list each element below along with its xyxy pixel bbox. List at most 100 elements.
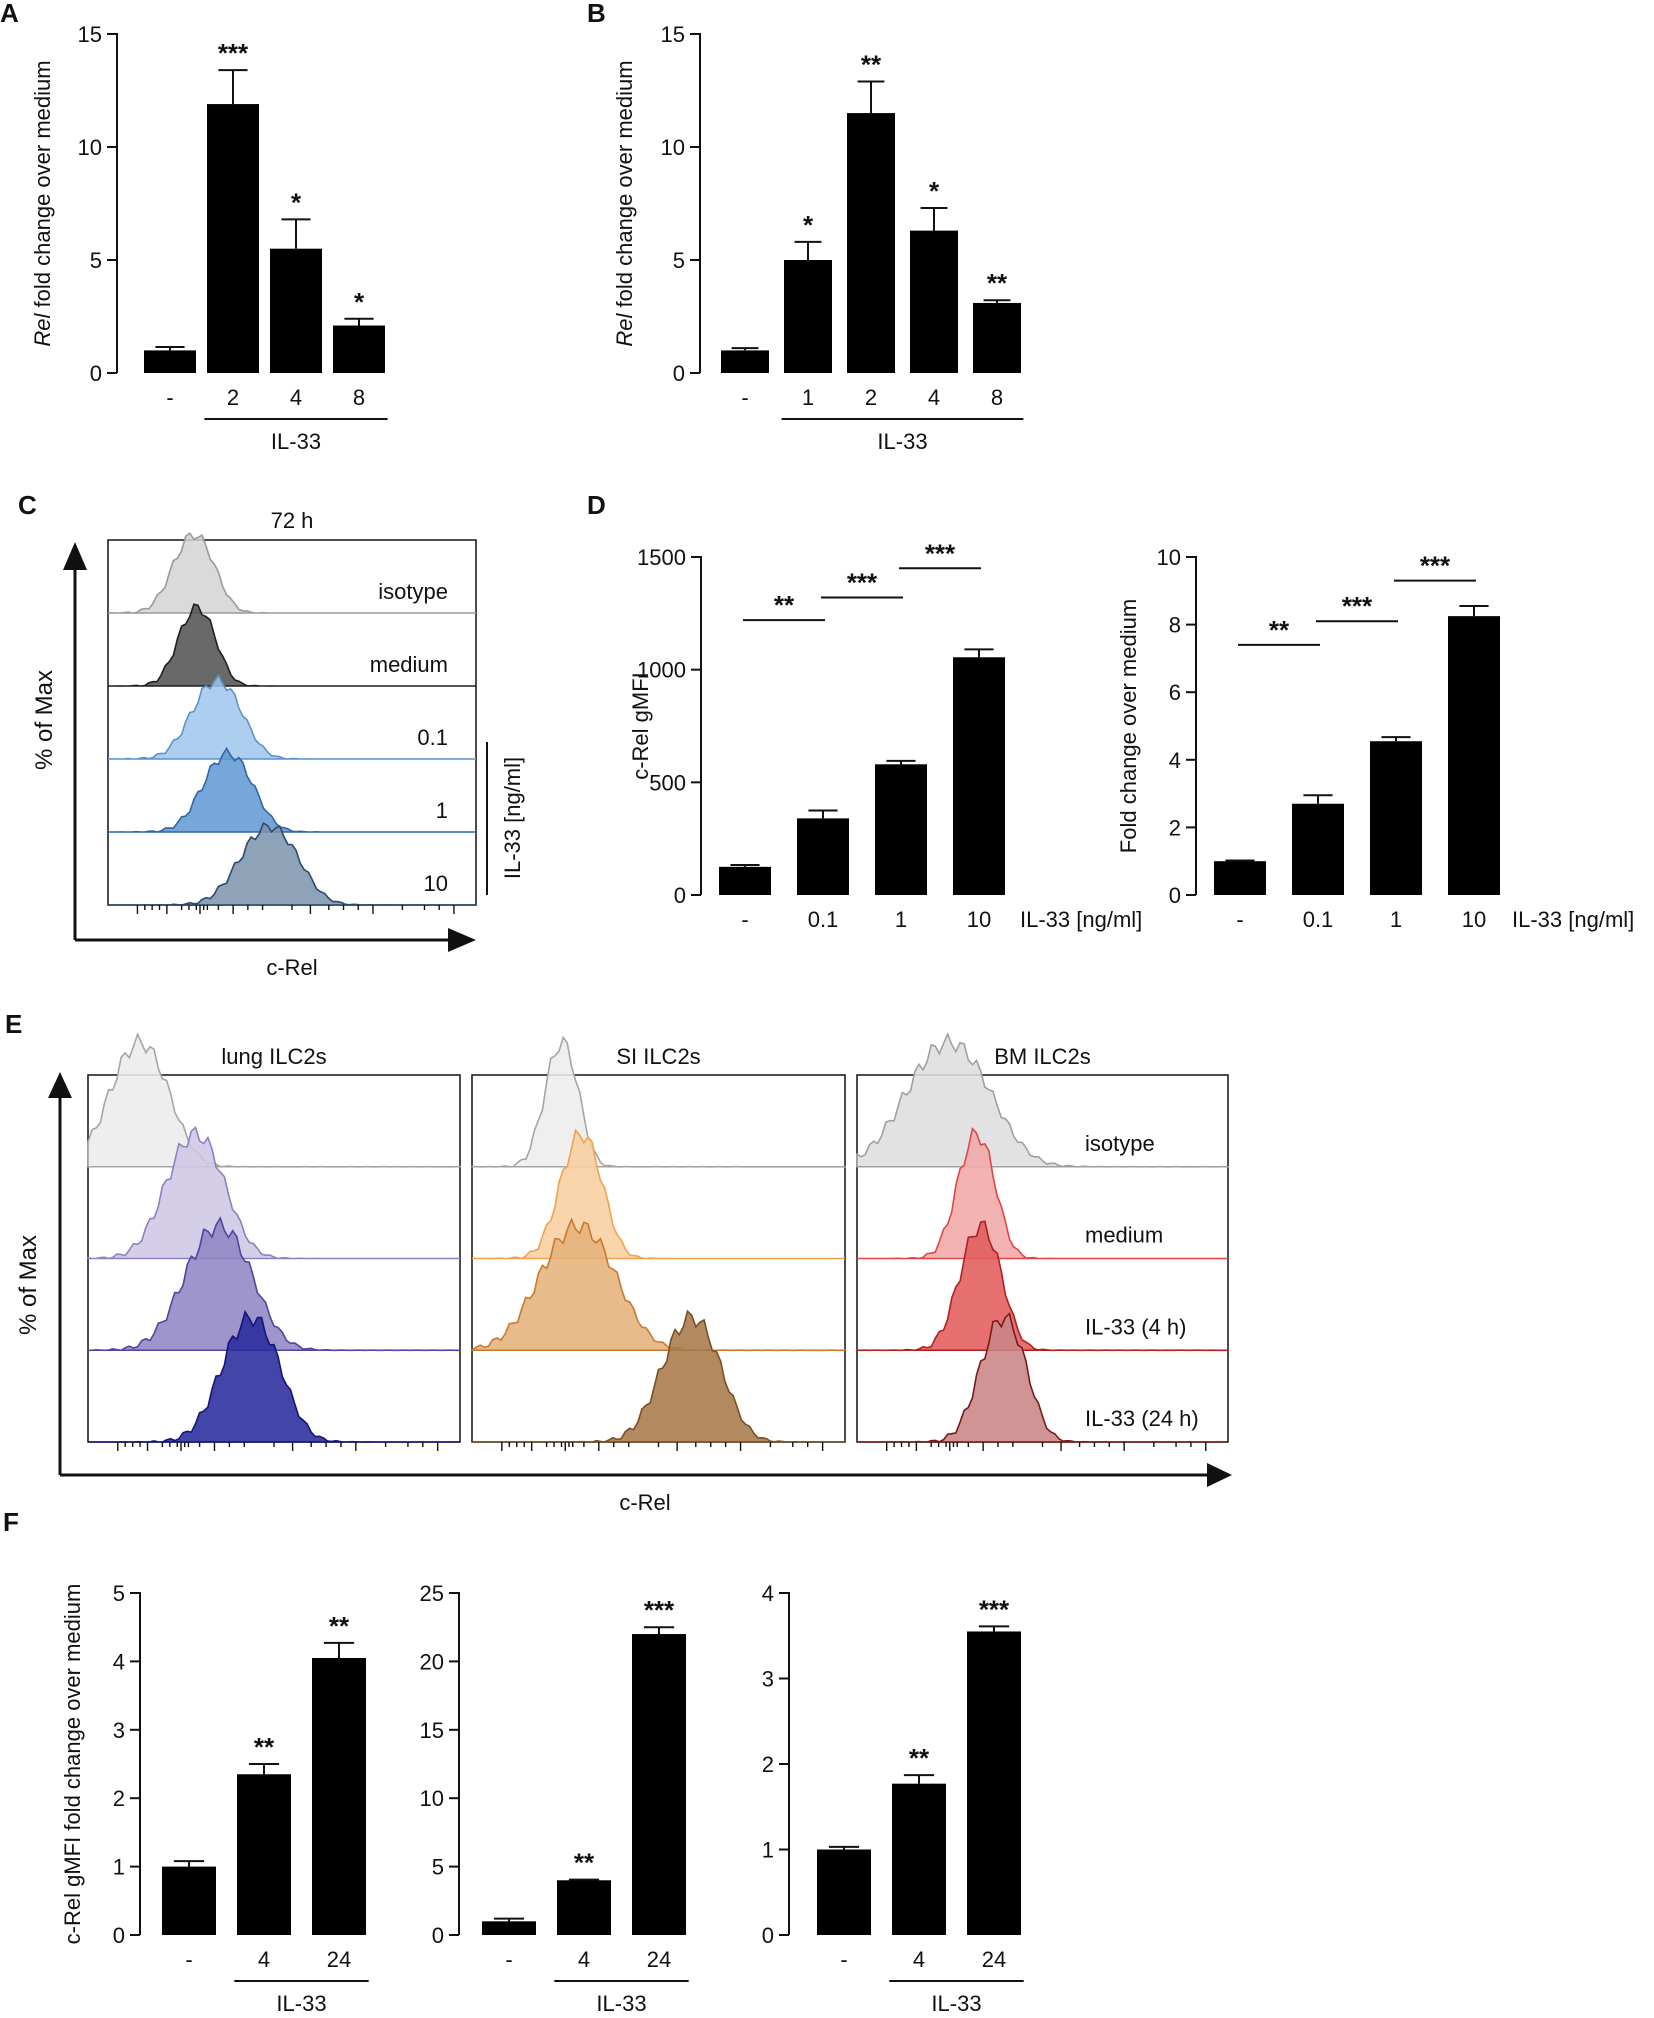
bar [207,104,259,373]
x-tick-label: 2 [865,385,877,410]
chart-c: C 72 h % of Max c-Rel isotype medium 0.1 1 10 IL-… [18,490,525,980]
y-tick-label: 1 [113,1855,125,1880]
group-label: IL-33 [271,429,321,454]
x-tick-label: 24 [327,1947,351,1972]
panel-label: B [587,0,606,28]
bar [817,1849,871,1935]
x-tick-label: 0.1 [1303,907,1334,932]
bar [973,302,1021,373]
y-axis-label: % of Max [15,1235,42,1335]
y-tick-label: 5 [432,1855,444,1880]
x-tick-label: 4 [578,1947,590,1972]
track-label: isotype [378,579,448,604]
histogram-trace [87,1032,461,1168]
bar [892,1783,946,1935]
y-tick-label: 2 [113,1786,125,1811]
significance-label: *** [847,568,878,598]
y-tick-label: 3 [113,1718,125,1743]
histogram-trace [471,1035,846,1168]
histogram-trace [107,532,476,614]
significance-label: ** [574,1848,595,1878]
bar [1370,741,1422,895]
group-label: IL-33 [877,429,927,454]
x-tick-label: 4 [913,1947,925,1972]
y-axis-label-rest: fold change over medium [30,60,55,313]
histogram-trace [471,1217,846,1352]
x-tick-label: - [166,385,173,410]
y-tick-label: 5 [673,248,685,273]
x-tick-label: - [185,1947,192,1972]
y-axis-label: c-Rel gMFI fold change over medium [60,1584,85,1945]
track-label: isotype [1085,1131,1155,1156]
x-tick-label: 4 [258,1947,270,1972]
y-tick-label: 500 [649,770,686,795]
significance-label: * [291,187,302,217]
x-tick-label: - [840,1947,847,1972]
histogram-trace [857,1312,1228,1443]
bar [482,1921,536,1935]
y-tick-label: 4 [1169,748,1181,773]
bar [1292,803,1344,895]
histogram-trace [856,1032,1229,1168]
y-tick-label: 10 [420,1786,444,1811]
y-axis-label: Rel fold change over medium [612,60,637,346]
chart-d1: 0 500 1000 1500 c-Rel gMFI - 0.1 1 10 IL-33 [ng/m… [587,490,1142,932]
y-tick-label: 0 [1169,883,1181,908]
track-label: IL-33 (4 h) [1085,1314,1187,1339]
group-label: IL-33 [276,1991,326,2016]
y-tick-label: 3 [762,1667,774,1692]
significance-label: *** [644,1595,675,1625]
panel-label: C [18,490,37,520]
y-tick-label: 20 [420,1649,444,1674]
histogram-title: SI ILC2s [616,1044,700,1069]
significance-label: * [929,176,940,206]
significance-label: *** [925,538,956,568]
x-tick-label: 4 [290,385,302,410]
histogram-trace [108,746,476,833]
x-axis-label: c-Rel [619,1490,670,1515]
bar [333,325,385,373]
x-tick-label: 4 [928,385,940,410]
y-tick-label: 0 [432,1923,444,1948]
significance-label: ** [987,268,1008,298]
il33-dose-label: IL-33 [ng/ml] [500,757,525,879]
x-tick-label: - [505,1947,512,1972]
significance-label: ** [774,590,795,620]
y-tick-label: 0 [90,361,102,386]
significance-label: *** [218,38,249,68]
y-tick-label: 0 [113,1923,125,1948]
bar [144,350,196,373]
chart-b: 0 5 10 15 Rel fold change over medium - * 1 ** 2 *… [587,0,1024,454]
y-tick-label: 8 [1169,613,1181,638]
x-tick-label: 2 [227,385,239,410]
x-axis-label: c-Rel [266,955,317,980]
bar [237,1774,291,1935]
histogram-trace [108,822,476,906]
track-label: 1 [436,798,448,823]
x-tick-label: 1 [1390,907,1402,932]
histogram-title: BM ILC2s [994,1044,1091,1069]
track-label: 10 [424,871,448,896]
group-label: IL-33 [931,1991,981,2016]
histogram-title: lung ILC2s [221,1044,326,1069]
bar [719,866,771,895]
x-tick-label: 24 [982,1947,1006,1972]
y-tick-label: 10 [78,135,102,160]
histogram-title: 72 h [271,508,314,533]
y-tick-label: 4 [113,1649,125,1674]
y-tick-label: 1 [762,1838,774,1863]
y-tick-label: 6 [1169,680,1181,705]
y-tick-label: 4 [762,1581,774,1606]
x-tick-label: 1 [895,907,907,932]
x-tick-label: - [741,385,748,410]
bar [1214,861,1266,895]
panel-label: F [3,1507,19,1537]
significance-label: ** [861,49,882,79]
histogram-trace [472,1128,845,1260]
x-axis-arrow [1207,1463,1232,1487]
x-tick-label: 8 [353,385,365,410]
significance-label: *** [1420,551,1451,581]
significance-label: ** [1269,615,1290,645]
y-axis-label: Fold change over medium [1116,599,1141,853]
